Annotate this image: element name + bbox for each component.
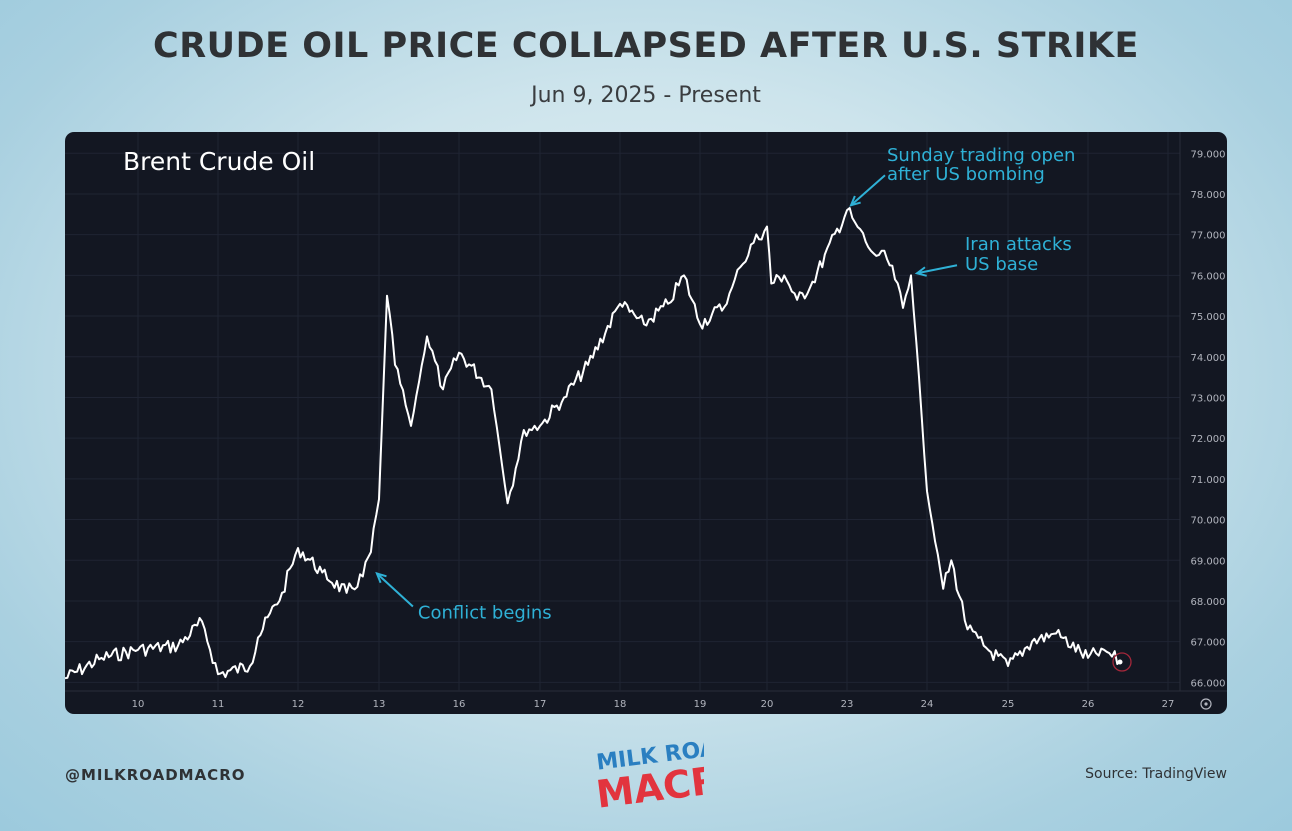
y-tick-label: 70.000 <box>1191 516 1226 527</box>
annotation-iran-line: Iran attacks <box>965 234 1072 255</box>
x-tick-label: 19 <box>694 699 707 710</box>
x-tick-label: 27 <box>1162 699 1175 710</box>
x-tick-label: 13 <box>373 699 386 710</box>
y-tick-label: 72.000 <box>1191 434 1226 445</box>
y-tick-label: 67.000 <box>1191 638 1226 649</box>
x-tick-label: 20 <box>761 699 774 710</box>
annotation-arrow-iran-head <box>914 266 927 277</box>
annotation-conflict: Conflict begins <box>418 602 552 623</box>
y-tick-label: 79.000 <box>1191 149 1226 160</box>
y-axis: 66.000 67.000 68.000 69.000 70.000 71.000 72.0… <box>1191 149 1226 689</box>
milk-road-macro-logo: MILK ROAD MACRO <box>594 734 755 817</box>
last-price-dot <box>1117 659 1123 665</box>
x-tick-label: 18 <box>614 699 627 710</box>
price-line <box>65 207 1121 680</box>
x-tick-label: 24 <box>921 699 934 710</box>
x-tick-label: 25 <box>1002 699 1015 710</box>
x-tick-label: 17 <box>534 699 547 710</box>
x-tick-label: 16 <box>453 699 466 710</box>
annotation-arrow-sunday-head <box>849 195 861 207</box>
x-tick-label: 11 <box>212 699 225 710</box>
y-tick-label: 77.000 <box>1191 231 1226 242</box>
y-tick-label: 71.000 <box>1191 475 1226 486</box>
y-tick-label: 73.000 <box>1191 393 1226 404</box>
annotation-arrow-conflict-head <box>375 571 387 584</box>
source-note: Source: TradingView <box>1085 766 1227 782</box>
annotations: Conflict begins Sunday trading openafter … <box>375 145 1075 623</box>
last-price-marker <box>1112 652 1132 672</box>
page-subtitle: Jun 9, 2025 - Present <box>531 83 761 108</box>
annotation-arrow-sunday <box>850 174 886 206</box>
price-chart: 66.000 67.000 68.000 69.000 70.000 71.000 72.0… <box>65 132 1227 710</box>
y-tick-label: 69.000 <box>1191 556 1226 567</box>
chart-panel: 66.000 67.000 68.000 69.000 70.000 71.000 72.0… <box>65 132 1227 714</box>
brand-handle: @MILKROADMACRO <box>65 766 246 784</box>
chart-grid <box>65 132 1227 692</box>
x-axis: 10 11 12 13 16 17 18 19 20 23 24 25 26 27 <box>132 699 1175 710</box>
y-tick-label: 75.000 <box>1191 312 1226 323</box>
series-label: Brent Crude Oil <box>123 147 315 176</box>
y-tick-label: 76.000 <box>1191 271 1226 282</box>
y-tick-label: 78.000 <box>1191 190 1226 201</box>
x-tick-label: 26 <box>1082 699 1095 710</box>
x-tick-label: 23 <box>841 699 854 710</box>
page-title: CRUDE OIL PRICE COLLAPSED AFTER U.S. STR… <box>153 26 1139 66</box>
annotation-arrow-iran <box>916 264 958 275</box>
x-tick-label: 10 <box>132 699 145 710</box>
x-tick-label: 12 <box>292 699 305 710</box>
annotation-arrow-conflict <box>376 572 414 608</box>
y-tick-label: 68.000 <box>1191 597 1226 608</box>
y-tick-label: 66.000 <box>1191 678 1226 689</box>
annotation-sunday-line: after US bombing <box>887 164 1045 185</box>
annotation-iran-line: US base <box>965 254 1038 275</box>
annotation-sunday-line: Sunday trading open <box>887 145 1075 166</box>
y-tick-label: 74.000 <box>1191 353 1226 364</box>
settings-gear-icon[interactable] <box>1200 698 1212 710</box>
